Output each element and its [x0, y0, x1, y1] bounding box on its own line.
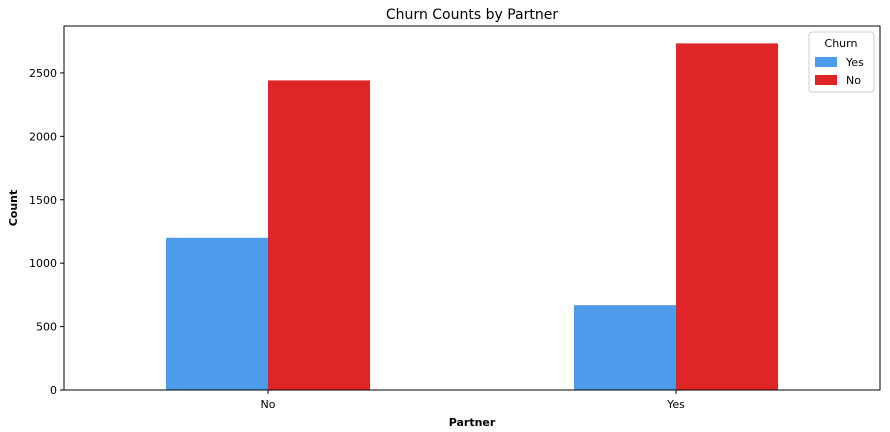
legend-swatch-no [815, 75, 837, 85]
y-tick-label: 2500 [29, 67, 57, 80]
bar-no-yes [166, 237, 268, 390]
y-axis-ticks: 0 500 1000 1500 2000 2500 [29, 67, 64, 397]
legend-label-yes: Yes [845, 56, 864, 69]
y-tick-label: 0 [50, 384, 57, 397]
bar-yes-no [676, 43, 778, 390]
bars-group [166, 43, 778, 390]
legend-items: Yes No [815, 56, 864, 87]
plot-area-frame [63, 25, 881, 391]
legend-title: Churn [825, 37, 858, 50]
y-tick-label: 1000 [29, 257, 57, 270]
x-tick-label: No [261, 398, 276, 411]
x-tick-label: Yes [666, 398, 685, 411]
y-tick-label: 500 [36, 321, 57, 334]
x-axis-ticks: No Yes [261, 390, 685, 411]
chart-title: Churn Counts by Partner [386, 7, 558, 23]
y-axis-label: Count [7, 190, 20, 227]
legend-label-no: No [846, 74, 861, 87]
legend: Churn Yes No [808, 31, 875, 93]
y-tick-label: 2000 [29, 130, 57, 143]
bar-no-no [268, 80, 370, 390]
legend-swatch-yes [815, 57, 837, 67]
y-tick-label: 1500 [29, 194, 57, 207]
x-axis-label: Partner [449, 416, 496, 429]
bar-yes-yes [574, 305, 676, 390]
